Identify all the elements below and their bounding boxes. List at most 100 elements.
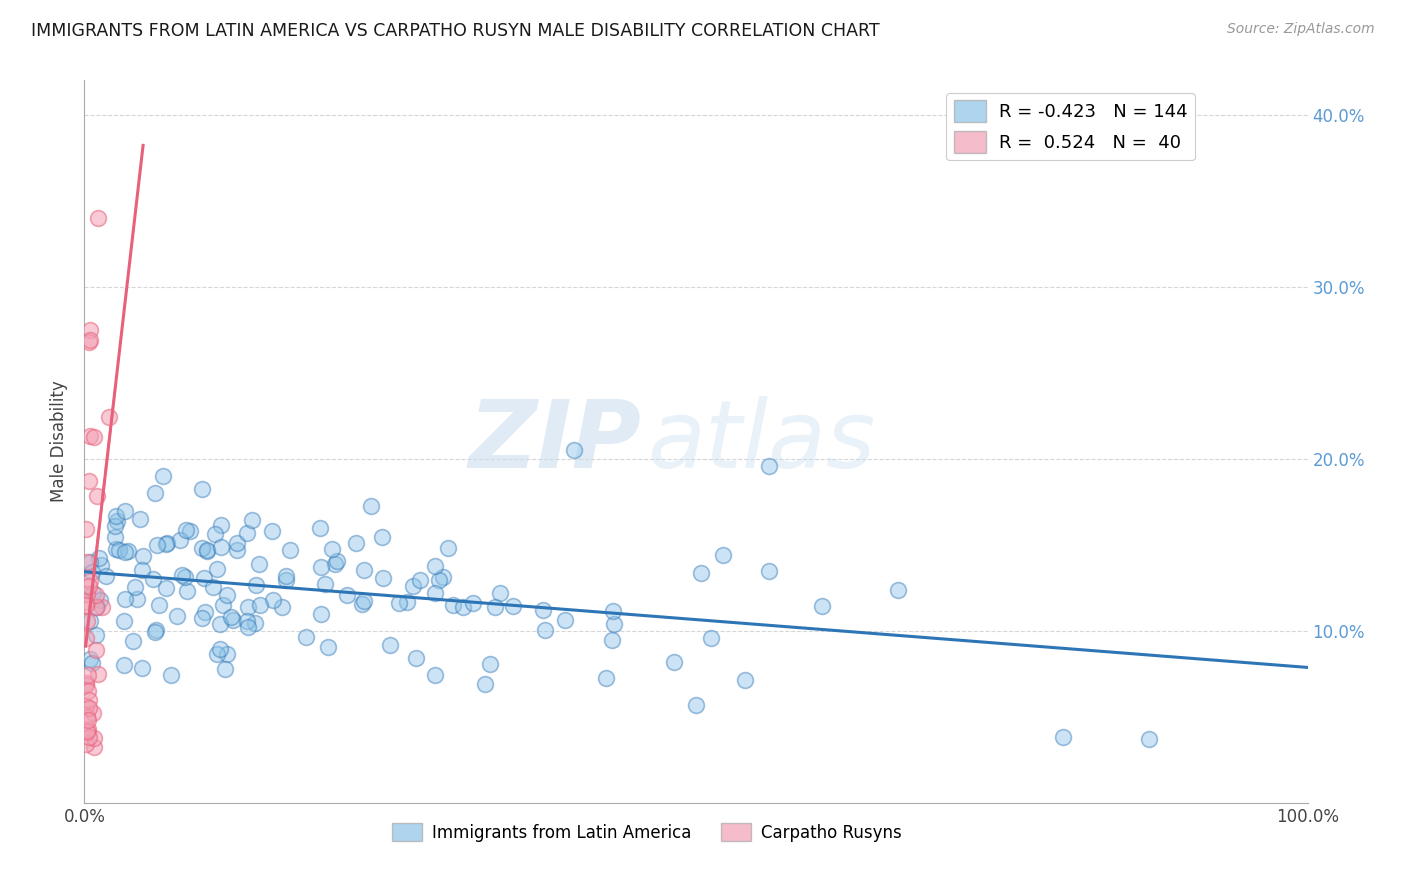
Point: [602, 616, 624, 631]
Point: [159, 668, 181, 682]
Point: [194, 605, 217, 619]
Point: [77, 693, 100, 707]
Point: [395, 595, 418, 609]
Point: [87, 211, 110, 225]
Point: [79, 574, 101, 588]
Point: [271, 599, 294, 614]
Point: [131, 661, 153, 675]
Point: [249, 558, 271, 572]
Point: [83, 739, 105, 754]
Point: [478, 657, 501, 671]
Point: [562, 443, 585, 458]
Point: [662, 655, 685, 669]
Point: [461, 596, 484, 610]
Point: [91, 600, 114, 615]
Point: [76, 725, 98, 739]
Point: [77, 668, 100, 682]
Point: [353, 563, 375, 577]
Point: [82, 706, 104, 720]
Point: [76, 615, 98, 629]
Point: [112, 614, 135, 628]
Point: [280, 542, 302, 557]
Point: [436, 541, 458, 555]
Y-axis label: Male Disability: Male Disability: [51, 381, 69, 502]
Point: [336, 588, 359, 602]
Point: [484, 600, 506, 615]
Point: [699, 631, 721, 645]
Point: [405, 650, 427, 665]
Point: [103, 518, 125, 533]
Point: [174, 523, 197, 537]
Point: [409, 573, 432, 587]
Point: [689, 566, 711, 580]
Point: [86, 600, 108, 615]
Point: [170, 568, 193, 582]
Point: [425, 586, 447, 600]
Point: [148, 599, 170, 613]
Point: [758, 564, 780, 578]
Point: [425, 558, 447, 573]
Point: [104, 531, 127, 545]
Point: [179, 524, 201, 539]
Point: [79, 475, 101, 489]
Point: [427, 573, 450, 587]
Point: [79, 555, 101, 569]
Point: [169, 533, 191, 548]
Point: [453, 599, 475, 614]
Legend: Immigrants from Latin America, Carpatho Rusyns: Immigrants from Latin America, Carpatho …: [385, 817, 908, 848]
Point: [326, 553, 349, 567]
Point: [77, 579, 100, 593]
Point: [191, 541, 214, 555]
Point: [887, 582, 910, 597]
Point: [77, 701, 100, 715]
Point: [595, 671, 617, 685]
Point: [531, 603, 554, 617]
Point: [82, 585, 104, 599]
Point: [245, 577, 267, 591]
Point: [249, 598, 271, 612]
Point: [352, 597, 374, 611]
Point: [166, 608, 188, 623]
Point: [204, 527, 226, 541]
Point: [155, 582, 177, 596]
Point: [195, 543, 218, 558]
Point: [86, 489, 108, 503]
Point: [79, 333, 101, 347]
Point: [402, 579, 425, 593]
Point: [75, 676, 97, 690]
Point: [173, 569, 195, 583]
Point: [316, 640, 339, 654]
Point: [104, 509, 127, 524]
Point: [360, 499, 382, 513]
Point: [142, 572, 165, 586]
Point: [77, 334, 100, 349]
Point: [114, 591, 136, 606]
Point: [82, 565, 104, 579]
Point: [112, 658, 135, 673]
Point: [295, 630, 318, 644]
Point: [811, 599, 834, 613]
Point: [145, 485, 167, 500]
Point: [311, 560, 333, 574]
Point: [205, 562, 228, 576]
Point: [75, 522, 97, 536]
Point: [226, 543, 249, 558]
Point: [243, 615, 266, 630]
Point: [105, 514, 128, 528]
Point: [209, 642, 232, 657]
Point: [104, 541, 127, 556]
Point: [132, 549, 155, 563]
Point: [321, 542, 343, 557]
Point: [86, 588, 108, 602]
Point: [209, 540, 232, 554]
Point: [143, 624, 166, 639]
Point: [602, 604, 624, 618]
Point: [90, 558, 112, 573]
Point: [734, 673, 756, 687]
Point: [208, 617, 231, 632]
Point: [75, 698, 97, 713]
Point: [371, 530, 394, 544]
Point: [77, 731, 100, 745]
Point: [323, 557, 346, 571]
Point: [262, 593, 284, 607]
